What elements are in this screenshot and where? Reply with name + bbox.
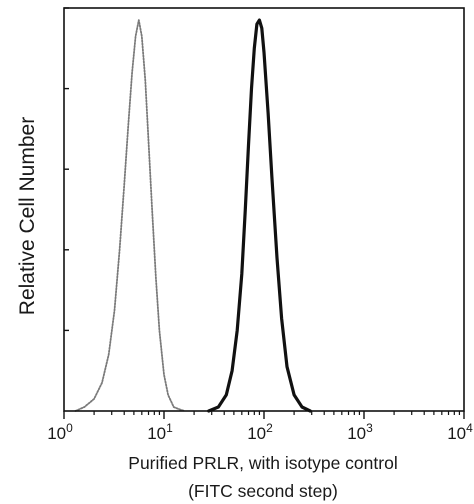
x-tick-label: 101 xyxy=(147,421,173,443)
x-tick-label: 104 xyxy=(447,421,473,443)
x-tick-label: 103 xyxy=(347,421,373,443)
x-axis-label-line2: (FITC second step) xyxy=(188,481,338,501)
x-tick-label: 100 xyxy=(47,421,73,443)
x-tick-labels: 100 101 102 103 104 xyxy=(47,421,473,443)
x-axis-label: Purified PRLR, with isotype control xyxy=(128,453,397,473)
series-layer xyxy=(74,18,312,413)
histogram-series-2 xyxy=(207,18,312,413)
x-tick-label: 102 xyxy=(247,421,273,443)
histogram-series-1 xyxy=(74,19,186,412)
plot-frame xyxy=(63,7,465,412)
y-axis-label: Relative Cell Number xyxy=(16,117,39,315)
